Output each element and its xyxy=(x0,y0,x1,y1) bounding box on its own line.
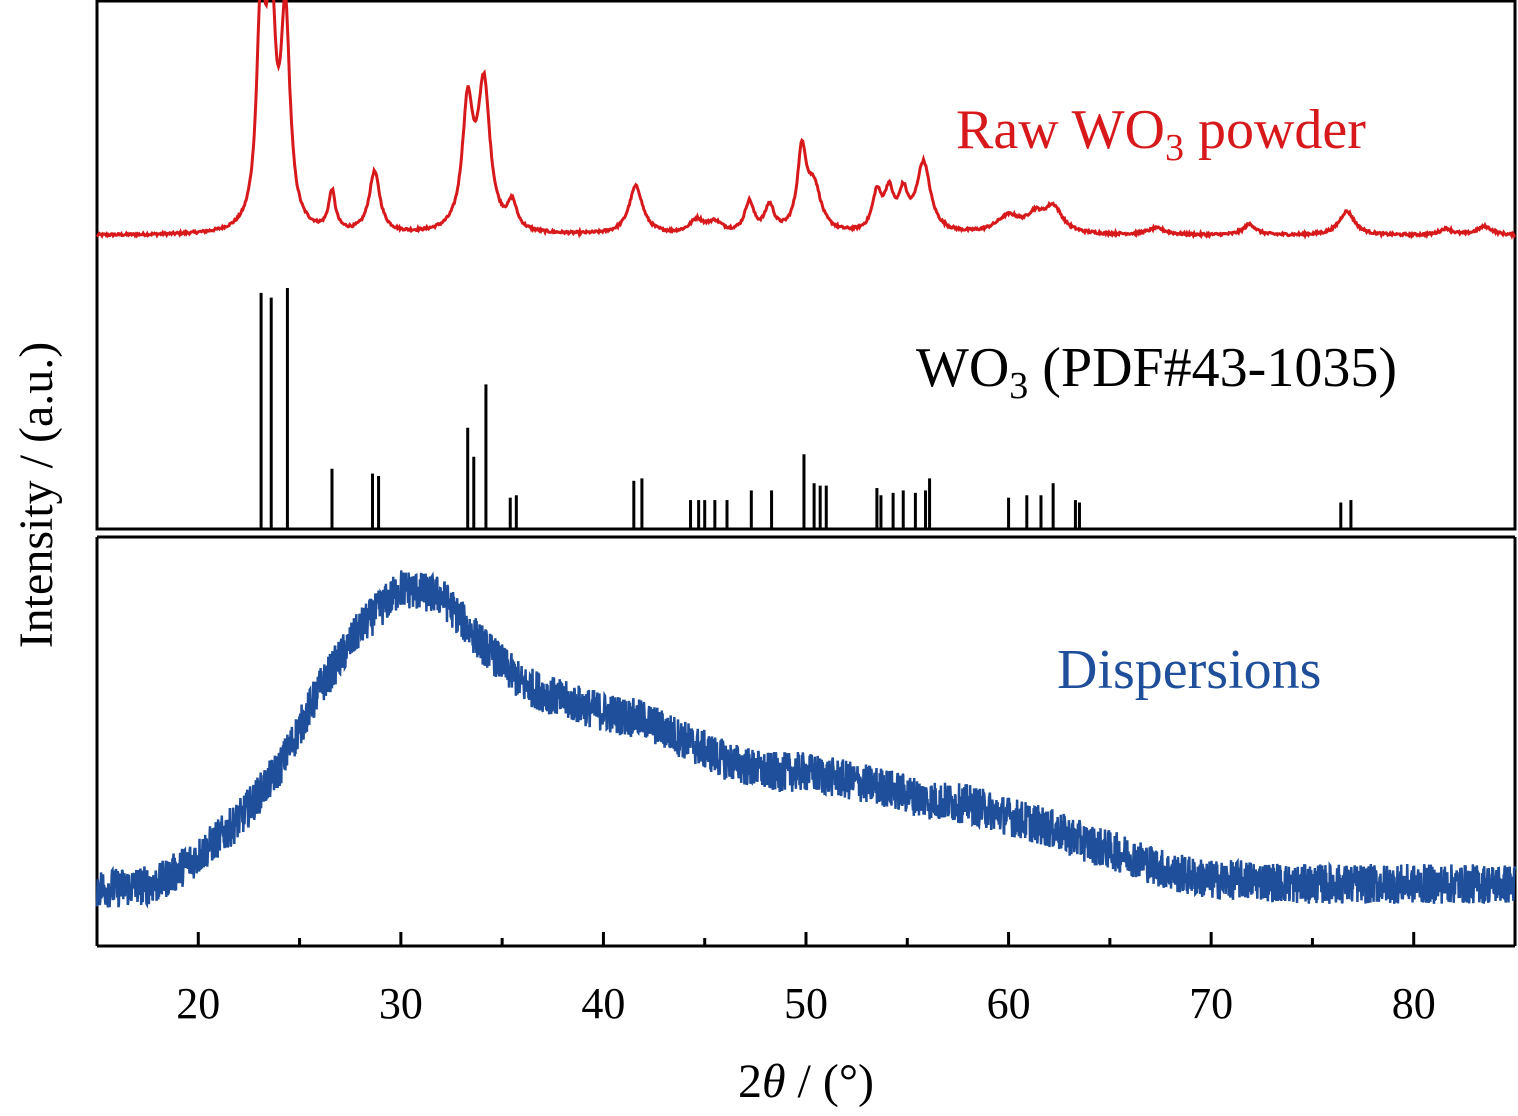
label-wo3-reference: WO3 (PDF#43-1035) xyxy=(916,337,1397,407)
label-dispersions: Dispersions xyxy=(1057,639,1321,701)
series-layer xyxy=(95,0,1517,909)
x-ticks: 20 30 40 50 60 70 80 xyxy=(176,932,1436,1028)
x-tick-label: 50 xyxy=(784,979,828,1028)
x-tick-label: 70 xyxy=(1189,979,1233,1028)
upper-panel-frame xyxy=(95,0,1517,531)
series-raw-wo3-line xyxy=(95,0,1517,240)
label-raw-wo3: Raw WO3 powder xyxy=(956,99,1366,169)
x-tick-label: 60 xyxy=(987,979,1031,1028)
y-axis-title: Intensity / (a.u.) xyxy=(10,342,63,649)
series-dispersions-line xyxy=(95,570,1517,909)
x-tick-label: 30 xyxy=(379,979,423,1028)
x-tick-label: 40 xyxy=(581,979,625,1028)
x-tick-label: 80 xyxy=(1392,979,1436,1028)
x-tick-label: 20 xyxy=(176,979,220,1028)
x-axis-title: 2θ / (°) xyxy=(738,1055,874,1108)
